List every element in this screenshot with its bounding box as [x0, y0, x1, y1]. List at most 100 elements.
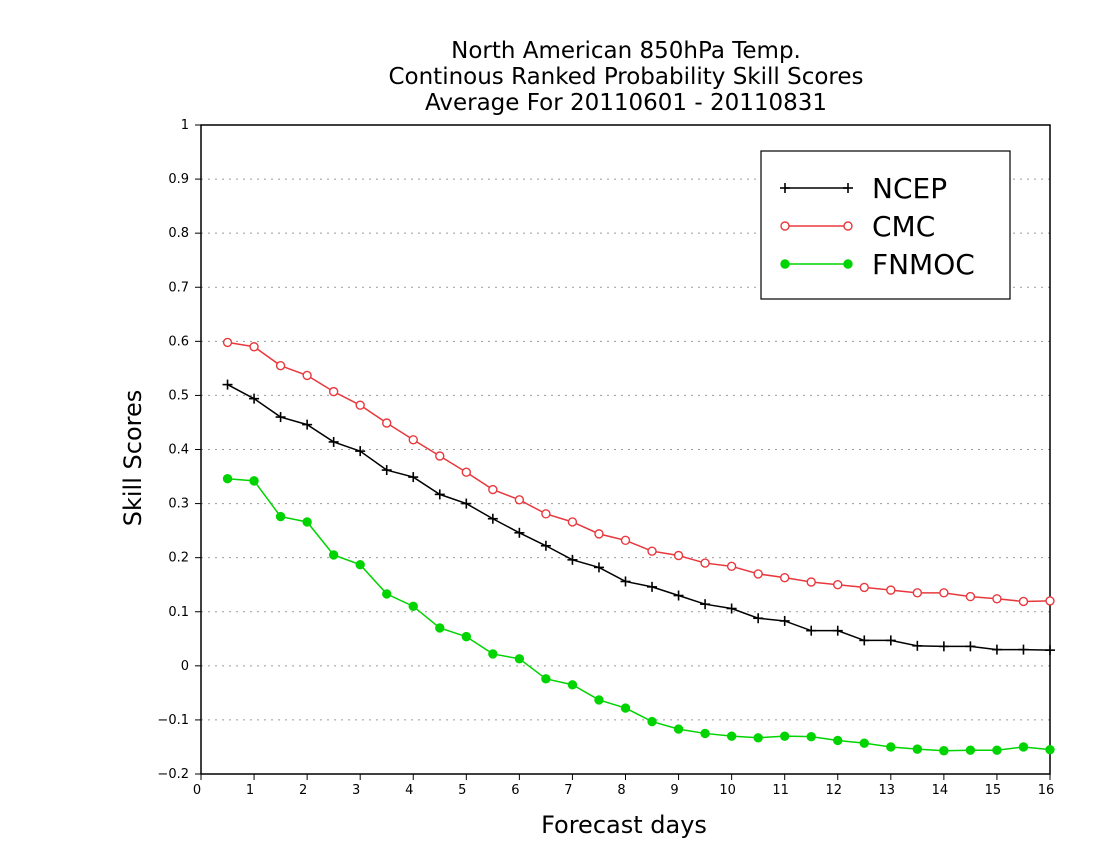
series-cmc	[222, 337, 1055, 607]
data-point-cmc	[806, 577, 816, 587]
x-tick-label: 13	[879, 783, 896, 798]
data-point-ncep	[753, 613, 764, 624]
series-fnmoc	[222, 474, 1055, 756]
x-tick-label: 0	[193, 783, 201, 798]
data-point-fnmoc	[594, 695, 604, 705]
y-tick-label: 0.2	[168, 551, 189, 566]
data-point-ncep	[408, 472, 419, 483]
legend-marker-fnmoc	[843, 259, 853, 269]
data-point-fnmoc	[275, 511, 286, 522]
data-point-fnmoc	[435, 623, 445, 633]
data-point-fnmoc	[833, 735, 843, 746]
data-point-ncep	[222, 379, 233, 390]
data-point-ncep	[779, 615, 790, 626]
data-point-cmc	[1045, 596, 1055, 606]
axis-ticks: −0.2−0.100.10.20.30.40.50.60.70.80.910 1 2…	[157, 118, 1054, 798]
data-point-fnmoc	[541, 674, 551, 684]
x-tick-label: 2	[299, 783, 307, 798]
data-point-ncep	[487, 513, 498, 524]
data-point-cmc	[886, 585, 896, 595]
data-point-ncep	[567, 554, 578, 565]
data-point-ncep	[700, 599, 711, 610]
data-point-fnmoc	[249, 476, 259, 486]
data-point-ncep	[1045, 645, 1055, 656]
data-point-fnmoc	[859, 738, 869, 748]
data-point-ncep	[859, 635, 870, 646]
data-point-ncep	[249, 393, 260, 404]
x-tick-label: 14	[932, 783, 949, 798]
x-tick-label: 7	[564, 783, 572, 798]
legend-box	[760, 150, 1011, 300]
chart-title: North American 850hPa Temp.Continous Ran…	[388, 38, 863, 116]
data-point-cmc	[700, 558, 710, 568]
data-point-ncep	[620, 576, 631, 587]
data-point-ncep	[1018, 644, 1029, 655]
data-point-cmc	[275, 360, 286, 371]
data-point-cmc	[726, 561, 737, 572]
legend-item-fnmoc: FNMOC	[780, 248, 975, 281]
data-point-ncep	[965, 641, 976, 652]
y-tick-label: 0.6	[168, 334, 189, 349]
data-point-cmc	[647, 546, 657, 556]
y-tick-label: 0.9	[168, 172, 189, 187]
data-point-cmc	[833, 580, 843, 590]
data-point-fnmoc	[302, 517, 312, 527]
x-tick-label: 16	[1038, 783, 1055, 798]
data-point-ncep	[593, 562, 604, 573]
data-point-cmc	[355, 400, 365, 410]
data-point-cmc	[408, 435, 418, 445]
x-tick-label: 15	[985, 783, 1002, 798]
data-point-ncep	[885, 635, 896, 646]
chart-title-line-2: Continous Ranked Probability Skill Score…	[388, 64, 863, 90]
data-point-ncep	[302, 419, 313, 430]
data-point-fnmoc	[355, 559, 365, 570]
data-point-cmc	[567, 517, 578, 527]
data-point-cmc	[222, 337, 233, 348]
data-point-cmc	[939, 588, 949, 598]
data-point-fnmoc	[779, 731, 790, 741]
data-point-cmc	[382, 418, 392, 428]
y-tick-label: −0.1	[157, 713, 189, 728]
legend-marker-ncep	[843, 183, 853, 193]
data-point-cmc	[779, 572, 790, 583]
data-point-fnmoc	[567, 680, 578, 690]
data-point-fnmoc	[1018, 742, 1029, 752]
data-point-cmc	[328, 386, 339, 397]
data-point-fnmoc	[222, 474, 233, 484]
data-point-cmc	[992, 594, 1002, 604]
data-point-cmc	[435, 451, 445, 461]
y-tick-label: 0.3	[168, 497, 189, 512]
y-tick-label: 1	[181, 118, 189, 133]
data-point-fnmoc	[408, 601, 418, 612]
series-line-fnmoc	[227, 477, 1051, 752]
x-tick-label: 3	[352, 783, 360, 798]
data-point-cmc	[1018, 596, 1029, 607]
data-point-fnmoc	[886, 742, 896, 752]
data-point-fnmoc	[382, 589, 392, 599]
data-series	[222, 337, 1055, 756]
x-tick-label: 11	[772, 783, 789, 798]
data-point-ncep	[991, 644, 1002, 655]
data-point-fnmoc	[753, 733, 763, 743]
data-point-fnmoc	[1045, 744, 1055, 755]
data-point-cmc	[620, 535, 631, 546]
data-point-ncep	[832, 625, 843, 636]
data-point-ncep	[673, 590, 684, 601]
chart-title-line-1: North American 850hPa Temp.	[451, 38, 801, 64]
x-axis-title: Forecast days	[541, 811, 707, 839]
x-tick-label: 8	[617, 783, 625, 798]
y-tick-label: 0.1	[168, 605, 189, 620]
legend-label-fnmoc: FNMOC	[872, 248, 975, 281]
legend-item-ncep: NCEP	[780, 172, 947, 205]
x-tick-label: 1	[246, 783, 254, 798]
x-tick-label: 6	[511, 783, 519, 798]
x-tick-label: 4	[405, 783, 413, 798]
data-point-fnmoc	[647, 716, 657, 727]
y-tick-label: 0.8	[168, 226, 189, 241]
legend-item-cmc: CMC	[780, 210, 935, 243]
data-point-cmc	[514, 495, 525, 505]
chart-title-line-3: Average For 20110601 - 20110831	[425, 90, 827, 116]
y-tick-label: 0.7	[168, 280, 189, 295]
data-point-cmc	[249, 342, 259, 352]
data-point-cmc	[488, 484, 498, 495]
